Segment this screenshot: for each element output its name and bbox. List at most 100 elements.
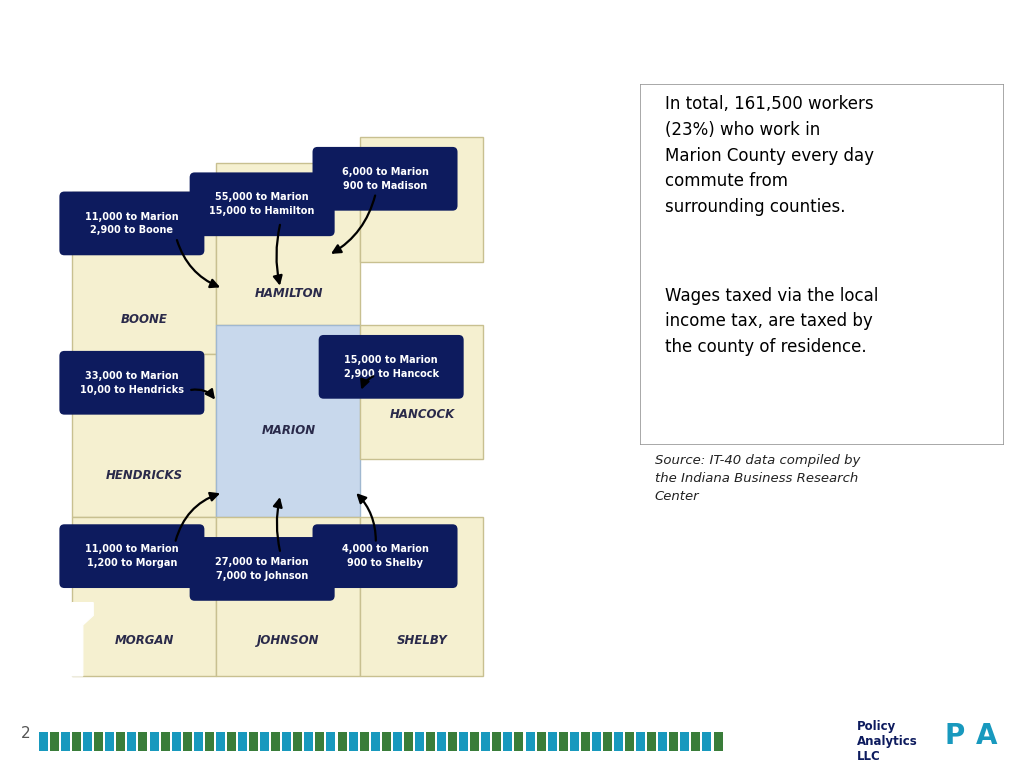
FancyBboxPatch shape <box>189 537 335 601</box>
Text: 33,000 to Marion
10,00 to Hendricks: 33,000 to Marion 10,00 to Hendricks <box>80 371 184 395</box>
Bar <box>260 732 269 751</box>
Bar <box>569 732 579 751</box>
FancyBboxPatch shape <box>360 517 483 676</box>
Bar <box>348 732 357 751</box>
FancyBboxPatch shape <box>72 191 216 354</box>
Bar <box>39 732 48 751</box>
Bar <box>426 732 435 751</box>
Bar <box>636 732 645 751</box>
Bar <box>359 732 369 751</box>
Polygon shape <box>72 603 93 676</box>
Bar <box>271 732 281 751</box>
Bar <box>172 732 180 751</box>
Text: MADISON: MADISON <box>390 153 454 166</box>
FancyBboxPatch shape <box>360 137 483 262</box>
Bar <box>83 732 92 751</box>
Bar <box>647 732 656 751</box>
Bar <box>537 732 546 751</box>
Bar <box>127 732 136 751</box>
FancyBboxPatch shape <box>72 354 216 517</box>
Text: A: A <box>976 722 997 750</box>
Text: 15,000 to Marion
2,900 to Hancock: 15,000 to Marion 2,900 to Hancock <box>344 355 438 379</box>
Bar <box>249 732 258 751</box>
Text: 11,000 to Marion
2,900 to Boone: 11,000 to Marion 2,900 to Boone <box>85 212 179 235</box>
Bar <box>161 732 170 751</box>
Bar <box>449 732 457 751</box>
Text: HAMILTON: HAMILTON <box>254 287 323 300</box>
FancyBboxPatch shape <box>216 163 360 326</box>
Bar <box>150 732 159 751</box>
FancyBboxPatch shape <box>59 191 205 255</box>
Text: In total, 161,500 workers
(23%) who work in
Marion County every day
commute from: In total, 161,500 workers (23%) who work… <box>666 95 874 216</box>
Text: Policy: Policy <box>857 720 896 733</box>
Bar <box>182 732 191 751</box>
Bar <box>702 732 712 751</box>
Bar <box>315 732 325 751</box>
Bar <box>403 732 413 751</box>
Bar <box>216 732 225 751</box>
Text: 6,000 to Marion
900 to Madison: 6,000 to Marion 900 to Madison <box>342 167 428 190</box>
Bar <box>238 732 247 751</box>
Bar <box>61 732 70 751</box>
Text: LLC: LLC <box>857 750 881 763</box>
Bar <box>293 732 302 751</box>
Bar <box>592 732 601 751</box>
FancyBboxPatch shape <box>72 517 216 676</box>
Text: Analytics: Analytics <box>857 735 918 748</box>
Bar <box>227 732 236 751</box>
Bar <box>50 732 59 751</box>
Bar <box>548 732 557 751</box>
Bar <box>514 732 523 751</box>
Text: 27,000 to Marion
7,000 to Johnson: 27,000 to Marion 7,000 to Johnson <box>215 557 309 581</box>
Bar <box>393 732 401 751</box>
Bar <box>371 732 380 751</box>
Text: HANCOCK: HANCOCK <box>389 408 455 421</box>
Bar <box>670 732 678 751</box>
Bar <box>493 732 502 751</box>
Bar <box>283 732 291 751</box>
FancyBboxPatch shape <box>360 326 483 459</box>
FancyBboxPatch shape <box>318 335 464 399</box>
Bar <box>72 732 81 751</box>
Bar <box>194 732 203 751</box>
Bar <box>304 732 313 751</box>
Bar <box>459 732 468 751</box>
Bar <box>205 732 214 751</box>
Text: MORGAN: MORGAN <box>115 634 174 647</box>
FancyBboxPatch shape <box>189 173 335 237</box>
Bar <box>525 732 535 751</box>
Bar <box>94 732 103 751</box>
Text: 11,000 to Marion
1,200 to Morgan: 11,000 to Marion 1,200 to Morgan <box>85 545 179 568</box>
Bar <box>559 732 567 751</box>
Bar <box>691 732 700 751</box>
Bar <box>338 732 346 751</box>
Text: 55,000 to Marion
15,000 to Hamilton: 55,000 to Marion 15,000 to Hamilton <box>210 193 314 216</box>
Bar <box>603 732 612 751</box>
Bar <box>327 732 336 751</box>
Bar <box>504 732 512 751</box>
FancyBboxPatch shape <box>216 326 360 517</box>
Bar <box>415 732 424 751</box>
FancyBboxPatch shape <box>216 517 360 676</box>
Bar <box>581 732 590 751</box>
Text: 2: 2 <box>20 727 30 741</box>
Bar <box>481 732 490 751</box>
Bar <box>117 732 125 751</box>
Bar <box>714 732 723 751</box>
Text: P: P <box>944 722 965 750</box>
FancyBboxPatch shape <box>640 84 1004 445</box>
Text: REGIONAL COMMUTING PATTERNS: REGIONAL COMMUTING PATTERNS <box>23 20 667 53</box>
Bar <box>625 732 634 751</box>
Bar <box>658 732 668 751</box>
Text: Source: IT-40 data compiled by
the Indiana Business Research
Center: Source: IT-40 data compiled by the India… <box>654 454 860 503</box>
FancyBboxPatch shape <box>59 525 205 588</box>
Bar <box>138 732 147 751</box>
Text: JOHNSON: JOHNSON <box>257 634 319 647</box>
Text: HENDRICKS: HENDRICKS <box>105 468 182 482</box>
FancyBboxPatch shape <box>312 525 458 588</box>
Text: Wages taxed via the local
income tax, are taxed by
the county of residence.: Wages taxed via the local income tax, ar… <box>666 286 879 356</box>
Text: BOONE: BOONE <box>121 313 168 326</box>
Bar <box>614 732 623 751</box>
Bar <box>105 732 115 751</box>
FancyBboxPatch shape <box>312 147 458 210</box>
